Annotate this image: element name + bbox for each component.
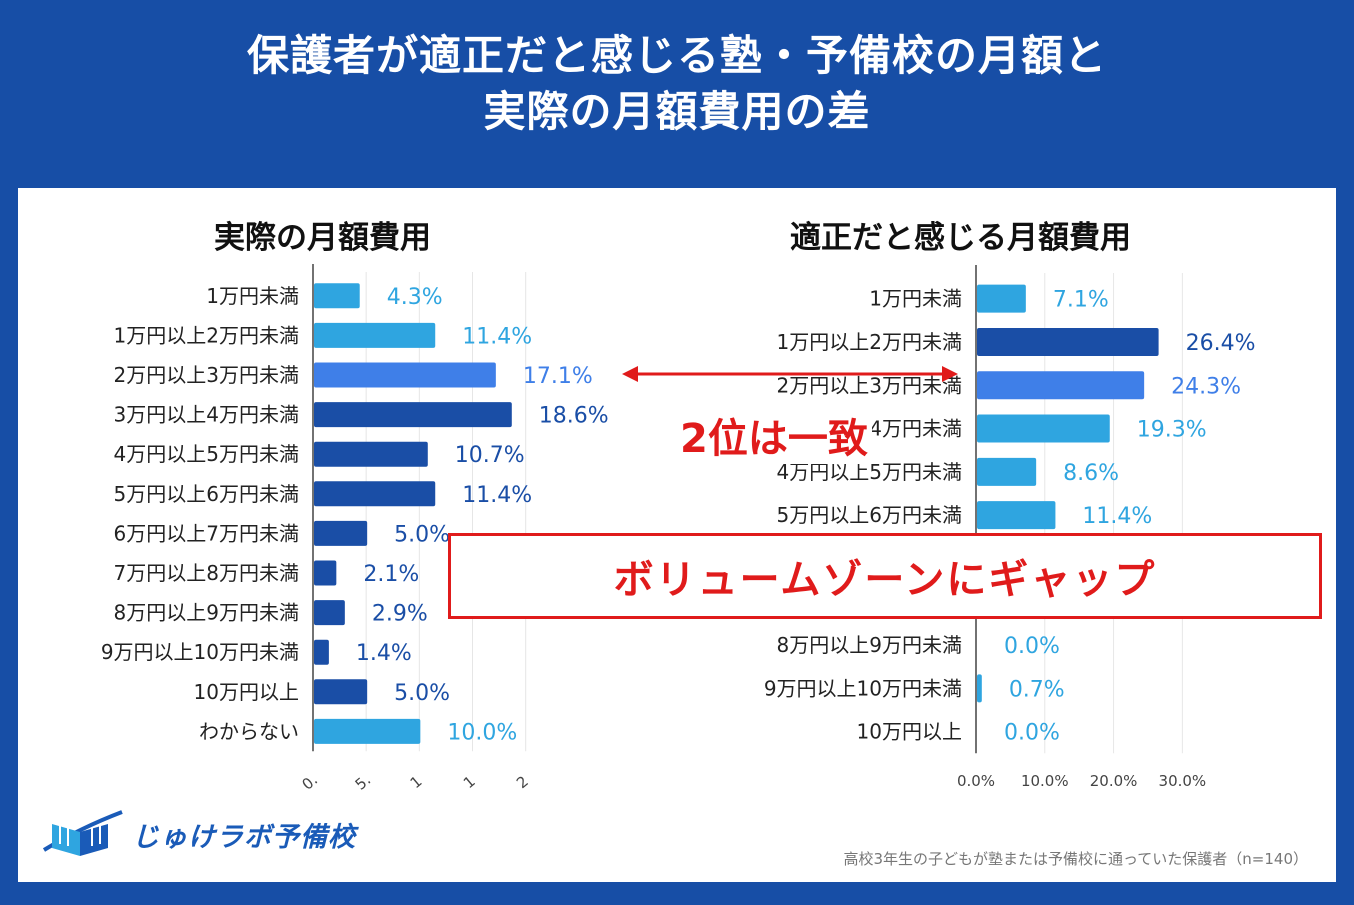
right-bar [977,371,1145,400]
right-value-label: 0.7% [1009,677,1065,702]
left-category-label: 3万円以上4万円未満 [114,403,299,427]
left-value-label: 11.4% [462,483,532,508]
left-tick-label: 1 [407,772,426,792]
left-bar [314,441,428,467]
right-bar [977,457,1037,486]
book-icon [42,810,123,856]
source-note: 高校3年生の子どもが塾または予備校に通っていた保護者（n=140） [843,850,1308,868]
right-bar [977,674,982,703]
left-tick-label: 1 [460,772,479,792]
gap-callout-text: ボリュームゾーンにギャップ [613,557,1157,603]
right-bar [977,501,1056,530]
gap-callout: ボリュームゾーンにギャップ [448,533,1322,619]
arrow-head-right [942,366,958,382]
left-value-label: 2.1% [363,562,419,587]
left-category-label: 6万円以上7万円未満 [114,521,299,545]
right-value-label: 11.4% [1082,504,1152,529]
left-bar [314,481,436,507]
logo: じゅけラボ予備校 [40,806,356,862]
left-bar [314,520,368,546]
left-category-label: 1万円以上2万円未満 [114,323,299,347]
left-value-label: 5.0% [394,522,450,547]
left-category-label: 1万円未満 [206,284,299,308]
right-category-label: 2万円以上3万円未満 [777,373,962,397]
left-bar [314,322,436,348]
rank-match-callout: 2位は一致 [676,406,872,464]
left-value-label: 4.3% [387,285,443,310]
left-tick-label: 0. [299,771,322,794]
left-bar [314,718,421,744]
left-category-label: 8万円以上9万円未満 [114,601,299,625]
left-value-label: 2.9% [372,602,428,627]
right-tick-label: 0.0% [957,772,995,790]
right-category-label: 1万円以上2万円未満 [777,330,962,354]
logo-text: じゅけラボ予備校 [132,821,356,853]
left-bar [314,560,337,586]
right-chart-title: 適正だと感じる月額費用 [790,220,1131,256]
right-value-label: 19.3% [1137,418,1207,443]
right-category-label: 5万円以上6万円未満 [777,503,962,527]
left-bar [314,600,345,626]
left-category-label: わからない [199,719,299,743]
left-value-label: 5.0% [394,681,450,706]
right-value-label: 0.0% [1004,721,1060,746]
left-category-label: 4万円以上5万円未満 [114,442,299,466]
right-value-label: 8.6% [1063,461,1119,486]
right-value-label: 24.3% [1171,374,1241,399]
right-bar [977,327,1159,356]
chart-panel: 実際の月額費用 適正だと感じる月額費用 1万円未満 4.3% 1万円以上2万円未満 1… [18,188,1336,882]
right-category-label: 8万円以上9万円未満 [777,633,962,657]
left-bar [314,679,368,705]
header-title-line2: 実際の月額費用の差 [483,87,871,136]
left-chart-title: 実際の月額費用 [214,220,431,256]
right-value-label: 7.1% [1053,288,1109,313]
left-bar [314,283,360,309]
left-bar [314,362,496,388]
left-value-label: 10.0% [447,720,517,745]
left-category-label: 7万円以上8万円未満 [114,561,299,585]
right-tick-label: 10.0% [1021,772,1069,790]
bar-charts: 1万円未満 4.3%1万円以上2万円未満 11.4%2万円以上3万円未満 17.1%3… [101,264,1256,794]
left-value-label: 11.4% [462,324,532,349]
left-value-label: 17.1% [523,364,593,389]
arrow-head-left [622,366,638,382]
right-value-label: 26.4% [1186,331,1256,356]
left-value-label: 18.6% [539,404,609,429]
left-value-label: 10.7% [455,443,525,468]
left-category-label: 10万円以上 [194,680,299,704]
header-title: 保護者が適正だと感じる塾・予備校の月額と 実際の月額費用の差 [0,28,1354,140]
right-bar [977,284,1026,313]
left-category-label: 2万円以上3万円未満 [114,363,299,387]
left-bar [314,402,512,428]
right-category-label: 9万円以上10万円未満 [764,676,962,700]
left-tick-label: 2 [513,772,532,792]
right-tick-label: 30.0% [1159,772,1207,790]
right-value-label: 0.0% [1004,634,1060,659]
left-category-label: 5万円以上6万円未満 [114,482,299,506]
right-category-label: 1万円未満 [869,287,962,311]
right-tick-label: 20.0% [1090,772,1138,790]
left-value-label: 1.4% [356,641,412,666]
left-tick-label: 5. [352,771,375,794]
right-category-label: 10万円以上 [857,720,962,744]
left-category-label: 9万円以上10万円未満 [101,640,299,664]
left-bar [314,639,329,665]
header-title-line1: 保護者が適正だと感じる塾・予備校の月額と [246,31,1107,80]
right-bar [977,414,1110,443]
